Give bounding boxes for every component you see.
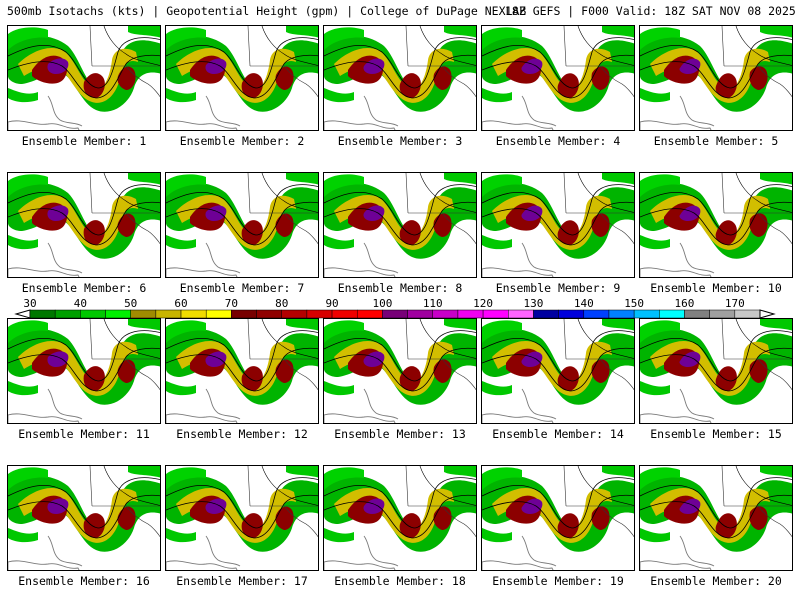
ensemble-member-label: Ensemble Member: 8 bbox=[337, 281, 463, 295]
ensemble-member-label: Ensemble Member: 14 bbox=[492, 427, 624, 441]
ensemble-map-panel-10 bbox=[639, 172, 793, 278]
ensemble-member-label: Ensemble Member: 13 bbox=[334, 427, 466, 441]
ensemble-member-label: Ensemble Member: 11 bbox=[18, 427, 150, 441]
colorbar-tick-label: 50 bbox=[124, 298, 137, 310]
colorbar-swatch bbox=[29, 309, 56, 319]
colorbar-swatch bbox=[256, 309, 282, 319]
colorbar-tick-label: 60 bbox=[174, 298, 187, 310]
ensemble-member-label: Ensemble Member: 5 bbox=[653, 134, 779, 148]
colorbar-tick-label: 70 bbox=[225, 298, 238, 310]
colorbar-tick-label: 120 bbox=[473, 298, 493, 310]
ensemble-member-label: Ensemble Member: 6 bbox=[21, 281, 147, 295]
ensemble-member-label: Ensemble Member: 16 bbox=[18, 574, 150, 588]
ensemble-map-panel-16 bbox=[7, 465, 161, 571]
colorbar-swatch bbox=[407, 309, 434, 319]
colorbar-swatch bbox=[54, 309, 81, 319]
ensemble-map-panel-6 bbox=[7, 172, 161, 278]
colorbar-swatch bbox=[356, 309, 383, 319]
ensemble-member-label: Ensemble Member: 18 bbox=[334, 574, 466, 588]
ensemble-member-label: Ensemble Member: 7 bbox=[179, 281, 305, 295]
colorbar-swatch bbox=[508, 309, 534, 319]
page-title: 500mb Isotachs (kts) | Geopotential Heig… bbox=[7, 4, 796, 18]
ensemble-map-panel-17 bbox=[165, 465, 319, 571]
ensemble-member-label: Ensemble Member: 1 bbox=[21, 134, 147, 148]
ensemble-map-panel-14 bbox=[481, 318, 635, 424]
ensemble-map-panel-11 bbox=[7, 318, 161, 424]
ensemble-member-label: Ensemble Member: 17 bbox=[176, 574, 308, 588]
ensemble-member-label: Ensemble Member: 9 bbox=[495, 281, 621, 295]
ensemble-member-label: Ensemble Member: 2 bbox=[179, 134, 305, 148]
ensemble-map-panel-1 bbox=[7, 25, 161, 131]
colorbar-swatch bbox=[155, 309, 182, 319]
ensemble-map-panel-7 bbox=[165, 172, 319, 278]
ensemble-member-label: Ensemble Member: 10 bbox=[650, 281, 782, 295]
ensemble-map-panel-9 bbox=[481, 172, 635, 278]
colorbar-swatch bbox=[231, 309, 257, 319]
ensemble-map-panel-18 bbox=[323, 465, 477, 571]
ensemble-map-panel-13 bbox=[323, 318, 477, 424]
colorbar-swatch bbox=[180, 309, 207, 319]
color-scale-legend: 30 40 50 60 70 80 90 100 110 120 130 140 150 160 170 bbox=[14, 298, 776, 319]
ensemble-map-panel-20 bbox=[639, 465, 793, 571]
colorbar-swatch bbox=[382, 309, 408, 319]
title-left: 500mb Isotachs (kts) | Geopotential Heig… bbox=[7, 4, 527, 18]
colorbar-swatch bbox=[432, 309, 459, 319]
ensemble-map-panel-4 bbox=[481, 25, 635, 131]
ensemble-map-panel-19 bbox=[481, 465, 635, 571]
colorbar-tick-label: 110 bbox=[423, 298, 443, 310]
ensemble-map-panel-3 bbox=[323, 25, 477, 131]
colorbar-swatch bbox=[331, 309, 358, 319]
colorbar-right-arrow bbox=[759, 309, 776, 319]
colorbar-swatch bbox=[105, 309, 131, 319]
colorbar-tick-label: 100 bbox=[372, 298, 392, 310]
ensemble-member-label: Ensemble Member: 20 bbox=[650, 574, 782, 588]
ensemble-member-label: Ensemble Member: 4 bbox=[495, 134, 621, 148]
colorbar-swatch bbox=[130, 309, 157, 319]
title-right: 18Z GEFS | F000 Valid: 18Z SAT NOV 08 20… bbox=[505, 4, 796, 18]
ensemble-map-panel-2 bbox=[165, 25, 319, 131]
ensemble-map-panel-5 bbox=[639, 25, 793, 131]
colorbar-swatch bbox=[734, 309, 761, 319]
colorbar-swatch bbox=[533, 309, 559, 319]
colorbar-tick-label: 40 bbox=[74, 298, 87, 310]
colorbar-swatch bbox=[281, 309, 308, 319]
colorbar-tick-label: 130 bbox=[524, 298, 544, 310]
colorbar-swatch bbox=[608, 309, 635, 319]
colorbar-swatch bbox=[306, 309, 333, 319]
colorbar-swatch bbox=[482, 309, 509, 319]
colorbar-swatch bbox=[709, 309, 736, 319]
colorbar-tick-label: 150 bbox=[624, 298, 644, 310]
ensemble-map-panel-12 bbox=[165, 318, 319, 424]
colorbar-swatch bbox=[684, 309, 710, 319]
colorbar-swatch bbox=[558, 309, 585, 319]
colorbar-swatch bbox=[659, 309, 685, 319]
ensemble-member-label: Ensemble Member: 3 bbox=[337, 134, 463, 148]
colorbar-tick-label: 160 bbox=[675, 298, 695, 310]
colorbar-left-arrow bbox=[14, 309, 31, 319]
colorbar-swatch bbox=[205, 309, 232, 319]
colorbar-tick-label: 30 bbox=[23, 298, 36, 310]
ensemble-map-panel-15 bbox=[639, 318, 793, 424]
colorbar-swatch bbox=[457, 309, 484, 319]
colorbar-tick-label: 170 bbox=[725, 298, 745, 310]
colorbar-tick-label: 80 bbox=[275, 298, 288, 310]
colorbar-tick-label: 90 bbox=[325, 298, 338, 310]
ensemble-member-label: Ensemble Member: 15 bbox=[650, 427, 782, 441]
ensemble-member-label: Ensemble Member: 19 bbox=[492, 574, 624, 588]
ensemble-member-label: Ensemble Member: 12 bbox=[176, 427, 308, 441]
colorbar-swatch bbox=[633, 309, 660, 319]
ensemble-map-panel-8 bbox=[323, 172, 477, 278]
colorbar-swatch bbox=[583, 309, 610, 319]
colorbar-tick-label: 140 bbox=[574, 298, 594, 310]
colorbar-swatch bbox=[80, 309, 106, 319]
